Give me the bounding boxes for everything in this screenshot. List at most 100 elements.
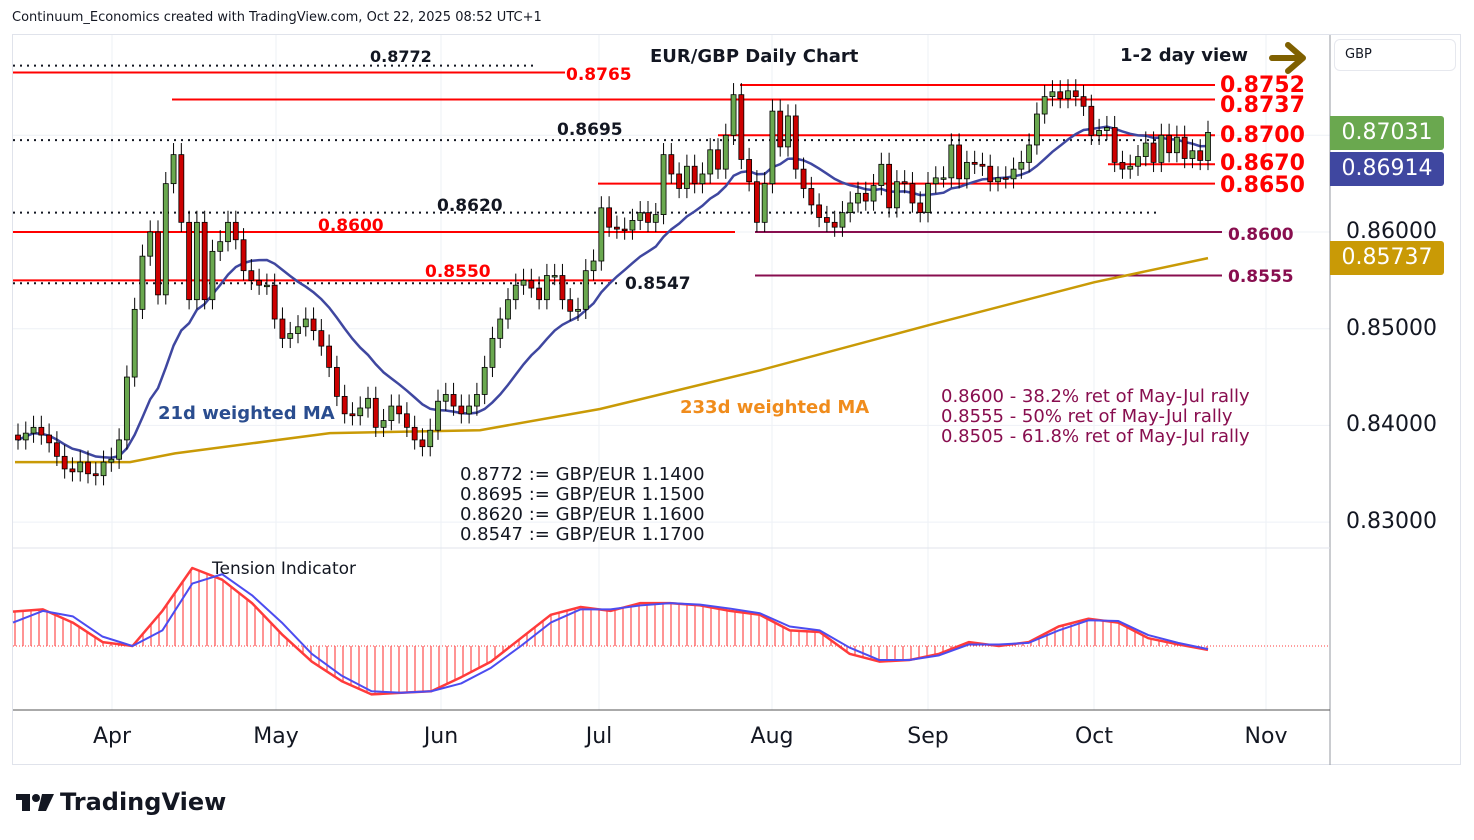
ma21-price-tag: 0.86914 [1330,152,1444,186]
candle-up [1033,113,1040,146]
candle-up [683,165,690,189]
tradingview-logo-text: TradingView [60,788,227,816]
candle-up [217,241,224,252]
candle-down [53,442,60,457]
time-tick: Sep [907,724,948,749]
candles [15,79,1211,486]
candle-down [909,183,916,204]
candle-up [722,134,729,170]
time-axis: Apr May Jun Jul Aug Sep Oct Nov [93,724,1288,749]
candle-up [131,308,138,378]
candle-down [691,165,698,185]
candle-down [1057,91,1064,99]
candle-down [396,405,403,415]
candle-down [1088,105,1095,136]
candle-down [676,173,683,189]
candle-down [536,287,543,301]
candle-down [862,192,869,202]
candle-down [1072,90,1079,98]
price-tick: 0.86000 [1346,219,1437,244]
candle-down [668,154,675,175]
level-label: 0.8765 [566,65,632,85]
candle-down [450,394,457,407]
tradingview-logo[interactable]: TradingView [16,788,226,816]
candle-up [1135,156,1141,167]
retracement-note: 0.8505 - 61.8% ret of May-Jul rally [941,426,1250,447]
candle-up [963,161,970,180]
ma233-price-tag: 0.85737 [1330,241,1444,275]
candle-up [225,221,231,243]
candle-up [427,429,434,448]
candle-down [186,221,193,301]
candle-up [590,260,597,272]
level-label: 0.8670 [1220,151,1305,176]
ma21-line [17,125,1209,459]
candle-up [466,405,473,415]
candle-down [1111,127,1118,163]
candle-up [878,163,885,186]
candle-up [839,212,846,228]
candle-down [1181,136,1188,159]
candle-up [123,376,130,441]
candle-down [69,468,76,473]
candle-up [147,231,154,257]
candle-up [365,397,371,409]
candle-up [769,110,776,185]
candle-up [295,326,301,334]
candle-down [987,165,994,183]
candle-down [1080,96,1087,107]
level-label: 0.8752 [1220,73,1305,98]
indicator-main-line [12,566,1209,696]
ma233-line [15,256,1209,464]
candle-up [1189,150,1196,159]
candle-down [85,461,91,475]
candle-down [92,473,99,477]
candle-down [979,163,986,167]
retracement-note: 0.8555 - 50% ret of May-Jul rally [941,406,1233,427]
candle-down [559,275,566,301]
candle-up [116,439,123,460]
candle-down [738,94,745,160]
candle-down [753,181,760,223]
candle-down [458,405,465,415]
candle-up [699,173,706,185]
currency-button[interactable]: GBP [1334,39,1456,71]
conversion-note: 0.8547 := GBP/EUR 1.1700 [460,524,705,545]
level-label: 0.8550 [425,262,491,282]
candle-down [1166,134,1173,154]
candle-down [715,149,721,170]
candle-up [489,337,496,368]
candle-up [162,183,169,296]
ma21-path [17,125,1209,459]
candle-down [886,163,893,209]
candle-up [22,432,29,441]
view-label: 1-2 day view [1120,45,1248,66]
candle-down [232,221,239,241]
chart-title: EUR/GBP Daily Chart [650,46,859,67]
candle-up [1127,165,1134,170]
candle-up [302,318,309,328]
candle-up [925,183,931,214]
candle-down [621,228,628,231]
ma233-label: 233d weighted MA [680,397,869,418]
candle-up [1010,168,1017,180]
level-label: 0.8600 [1228,225,1294,245]
candle-up [730,94,737,136]
candle-down [201,221,208,301]
time-tick: Aug [751,724,794,749]
indicator-title: Tension Indicator [211,559,356,579]
candle-up [388,405,395,421]
ma21-label: 21d weighted MA [158,403,335,424]
candle-up [1049,91,1056,98]
candle-up [287,333,294,339]
price-tick: 0.84000 [1346,412,1437,437]
level-label: 0.8600 [318,216,384,236]
indicator-signal-line [12,573,1209,694]
candle-down [606,207,613,228]
time-tick: May [253,724,298,749]
candle-up [948,144,955,179]
candle-down [38,426,45,436]
candle-down [61,455,68,470]
